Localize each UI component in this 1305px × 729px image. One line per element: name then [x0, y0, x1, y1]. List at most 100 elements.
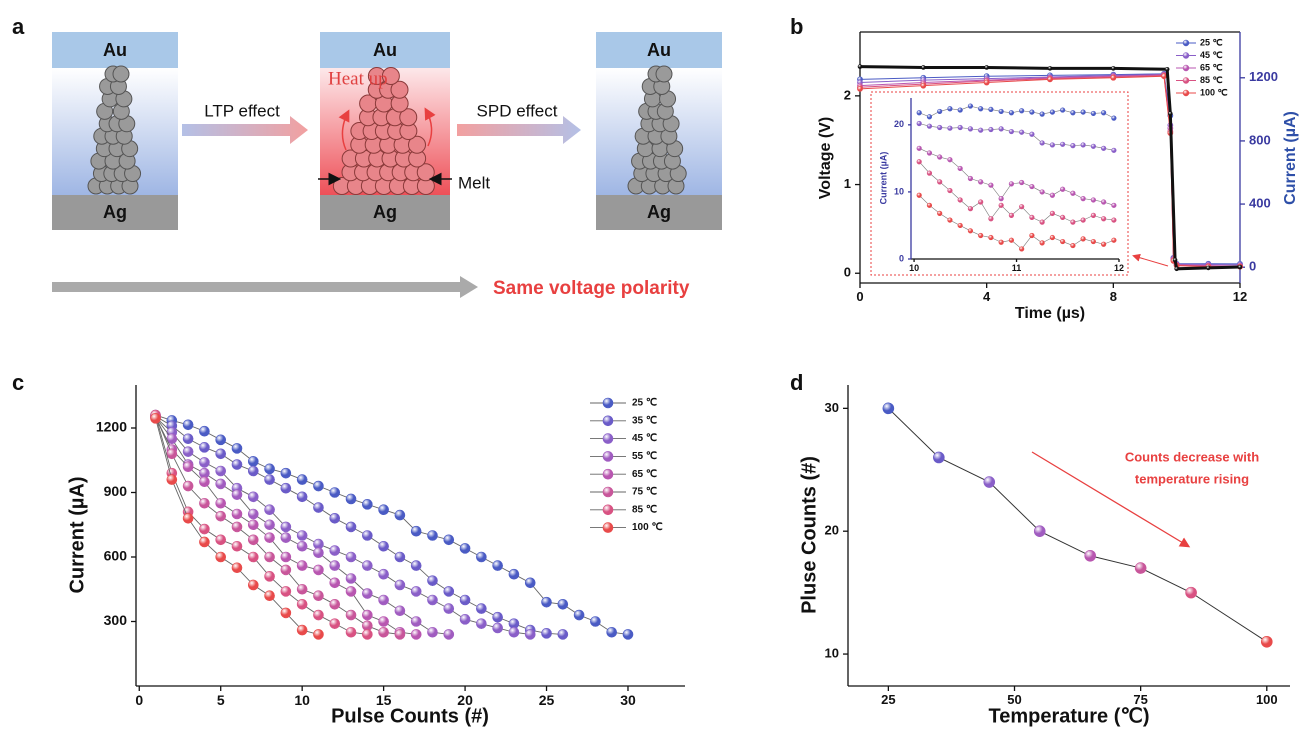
- data-point: [394, 509, 406, 521]
- data-point: [410, 560, 422, 571]
- data-point: [1070, 143, 1076, 149]
- data-point: [1090, 143, 1096, 149]
- x-tick-label: 75: [1133, 692, 1147, 707]
- legend-label: 25 ℃: [632, 398, 657, 409]
- data-point: [1090, 110, 1096, 117]
- axis-title: Pulse Counts (#): [331, 705, 489, 727]
- data-point: [362, 588, 373, 599]
- data-point: [508, 626, 520, 638]
- data-point: [1172, 257, 1178, 263]
- data-point: [231, 508, 243, 520]
- axis-title: Time (µs): [1015, 305, 1085, 322]
- data-point: [215, 497, 227, 509]
- data-point: [1008, 110, 1015, 116]
- legend-label: 85 ℃: [1200, 75, 1223, 85]
- panel-label: b: [790, 14, 803, 39]
- data-point: [947, 187, 953, 194]
- data-point: [541, 596, 552, 608]
- data-point: [199, 523, 210, 535]
- data-point: [345, 521, 357, 533]
- data-point: [296, 491, 308, 503]
- data-point: [1111, 202, 1117, 208]
- data-point: [1164, 66, 1170, 72]
- data-point: [937, 108, 943, 115]
- top-electrode: [320, 32, 450, 68]
- data-point: [1080, 196, 1086, 202]
- data-point: [926, 123, 933, 129]
- data-point: [984, 65, 989, 70]
- legend-label: 65 ℃: [632, 469, 657, 480]
- legend-marker: [602, 468, 614, 480]
- panel-label: d: [790, 370, 803, 395]
- data-point: [1033, 525, 1046, 538]
- data-point: [166, 474, 178, 485]
- electrode-label: Ag: [647, 202, 671, 222]
- data-point: [916, 159, 922, 165]
- data-point: [1080, 142, 1086, 148]
- data-point: [988, 126, 994, 133]
- data-point: [280, 482, 292, 494]
- data-point: [199, 536, 210, 548]
- data-point: [983, 476, 996, 488]
- data-point: [313, 609, 324, 621]
- x-tick-label: 12: [1233, 289, 1247, 304]
- x-tick-label: 0: [135, 692, 143, 708]
- data-point: [1060, 107, 1066, 113]
- axis-title: Pluse Counts (#): [798, 456, 820, 614]
- data-point: [967, 206, 974, 212]
- x-tick-label: 50: [1007, 692, 1021, 707]
- data-point: [1049, 234, 1055, 241]
- data-point: [280, 564, 292, 576]
- data-point: [1039, 219, 1045, 225]
- data-point: [1029, 183, 1035, 190]
- data-point: [957, 222, 963, 229]
- data-point: [1090, 238, 1096, 245]
- data-point: [280, 521, 292, 533]
- data-point: [215, 448, 227, 460]
- x-tick-label: 5: [217, 692, 225, 708]
- data-point: [280, 467, 292, 479]
- data-point: [247, 551, 259, 563]
- data-point: [978, 127, 984, 133]
- data-point: [182, 480, 194, 492]
- polarity-arrow: [52, 276, 478, 298]
- data-point: [231, 489, 243, 500]
- legend-marker: [602, 415, 614, 427]
- data-point: [280, 532, 292, 543]
- data-point: [1090, 212, 1096, 218]
- axis-title: Temperature (℃): [988, 705, 1149, 727]
- data-point: [247, 508, 259, 520]
- y-tick-label: 2: [844, 87, 851, 102]
- data-point: [345, 493, 357, 505]
- data-point: [1008, 212, 1015, 218]
- data-point: [998, 196, 1004, 202]
- data-point: [926, 202, 933, 208]
- data-point: [1185, 586, 1197, 599]
- data-point: [1101, 145, 1107, 151]
- data-point: [1080, 217, 1086, 223]
- data-point: [1111, 115, 1117, 121]
- x-tick-label: 100: [1256, 692, 1278, 707]
- legend-marker: [1182, 89, 1190, 97]
- data-point: [329, 560, 341, 571]
- x-tick-label: 25: [539, 692, 555, 708]
- data-point: [329, 545, 341, 556]
- data-point: [215, 551, 227, 563]
- data-point: [978, 106, 984, 112]
- data-point: [182, 433, 194, 445]
- data-point: [247, 465, 259, 477]
- electrode-label: Au: [647, 40, 671, 60]
- data-point: [459, 614, 471, 625]
- series-line: [888, 407, 1268, 643]
- y2-tick-label: 1200: [1249, 69, 1278, 84]
- data-point: [988, 106, 994, 113]
- data-point: [443, 629, 455, 640]
- data-point: [264, 532, 275, 543]
- data-point: [1049, 210, 1055, 216]
- data-point: [476, 603, 487, 614]
- heat-label: Heat up: [328, 68, 388, 89]
- data-point: [926, 170, 933, 176]
- data-point: [150, 413, 161, 424]
- data-point: [978, 232, 984, 239]
